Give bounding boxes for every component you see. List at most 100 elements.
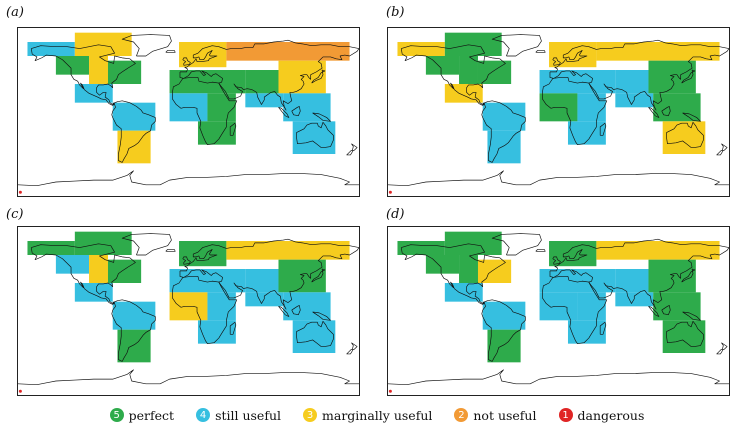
coastline-c-5 — [229, 321, 237, 335]
legend-badge-not-useful: 2 — [454, 408, 469, 422]
coastline-a-1 — [30, 44, 136, 106]
coastline-d-9 — [681, 268, 696, 283]
region-a-8-marginally-useful — [117, 130, 151, 164]
legend-badge-marginally-useful: 3 — [303, 408, 318, 422]
region-a-7-still-useful — [112, 102, 156, 131]
region-b-2-perfect — [425, 56, 460, 75]
region-b-4-perfect — [459, 56, 478, 84]
coastline-d-12 — [716, 348, 724, 355]
legend-item-perfect: 5 perfect — [109, 408, 174, 423]
coastline-a-5 — [229, 122, 237, 136]
region-c-13-still-useful — [207, 292, 236, 321]
coastline-c-1 — [30, 243, 136, 305]
coastline-b-10 — [666, 121, 704, 148]
coastline-b-1 — [400, 44, 506, 106]
region-c-19-still-useful — [292, 320, 336, 353]
region-b-9-marginally-useful — [549, 42, 597, 68]
map-panel-d — [387, 226, 730, 396]
region-a-15-perfect — [245, 70, 279, 94]
region-b-18-perfect — [653, 93, 701, 122]
coastline-c-10 — [296, 320, 334, 347]
coastline-c-14 — [278, 306, 290, 317]
region-a-6-still-useful — [74, 84, 113, 103]
region-d-13-still-useful — [577, 292, 606, 321]
coastline-d-8 — [535, 249, 546, 252]
legend-item-not-useful: 2 not useful — [454, 408, 537, 423]
coastline-d-6 — [549, 238, 729, 310]
legend: 5 perfect 4 still useful 3 marginally us… — [0, 404, 754, 426]
region-a-16-marginally-useful — [278, 60, 326, 94]
region-d-3-perfect — [444, 231, 502, 255]
coastline-d-14 — [648, 306, 660, 317]
regions-a — [27, 32, 350, 164]
region-b-13-still-useful — [577, 93, 606, 122]
coastlines-c — [18, 233, 359, 386]
region-c-8-perfect — [117, 329, 151, 363]
region-d-15-still-useful — [615, 269, 649, 293]
region-c-6-still-useful — [74, 283, 113, 302]
region-d-7-still-useful — [482, 301, 526, 330]
coastline-d-15 — [682, 311, 701, 321]
region-a-13-perfect — [207, 93, 236, 122]
coastline-c-4 — [172, 276, 238, 344]
legend-item-marginally-useful: 3 marginally useful — [303, 408, 432, 423]
region-b-10-marginally-useful — [596, 42, 720, 61]
coastlines-a — [18, 34, 359, 187]
corner-marker-a — [18, 190, 22, 194]
coastline-b-5 — [599, 122, 607, 136]
coastline-b-4 — [542, 77, 608, 145]
region-a-3-marginally-useful — [74, 32, 132, 56]
coastline-d-7 — [552, 256, 561, 265]
legend-item-dangerous: 1 dangerous — [558, 408, 644, 423]
coastline-c-15 — [312, 311, 331, 321]
coastline-c-11 — [351, 342, 358, 350]
map-panel-a — [17, 27, 360, 197]
region-c-16-perfect — [278, 259, 326, 293]
coastline-c-9 — [311, 268, 326, 283]
legend-badge-still-useful: 4 — [196, 408, 211, 422]
coastline-a-7 — [182, 57, 191, 66]
coastline-b-12 — [716, 149, 724, 156]
region-c-4-marginally-useful — [89, 255, 108, 283]
coastline-d-13 — [661, 305, 671, 316]
legend-badge-perfect: 5 — [109, 408, 124, 422]
legend-label-still-useful: still useful — [215, 407, 282, 423]
map-panel-b — [387, 27, 730, 197]
coastline-d-16 — [388, 369, 729, 386]
region-b-1-marginally-useful — [397, 42, 445, 56]
panel-label-c: (c) — [6, 207, 24, 222]
region-b-8-still-useful — [487, 130, 521, 164]
coastline-d-3 — [481, 299, 526, 362]
coastline-a-15 — [312, 112, 331, 122]
region-c-3-perfect — [74, 231, 132, 255]
regions-c — [27, 231, 350, 363]
region-c-10-marginally-useful — [226, 241, 350, 260]
coastline-a-8 — [165, 50, 176, 53]
region-b-7-still-useful — [482, 102, 526, 131]
region-d-18-perfect — [653, 292, 701, 321]
region-d-8-perfect — [487, 329, 521, 363]
coastline-b-2 — [491, 34, 542, 57]
region-a-1-still-useful — [27, 42, 75, 56]
region-d-19-perfect — [662, 320, 706, 353]
coastline-c-2 — [121, 233, 172, 256]
coastline-d-5 — [599, 321, 607, 335]
region-a-19-still-useful — [292, 121, 336, 154]
coastline-c-16 — [18, 369, 359, 386]
region-a-2-perfect — [55, 56, 90, 75]
map-b-svg — [388, 32, 729, 194]
coastline-c-6 — [179, 238, 359, 310]
coastline-a-4 — [172, 77, 238, 145]
corner-marker-b — [388, 190, 392, 194]
coastline-b-15 — [682, 112, 701, 122]
coastline-a-11 — [351, 143, 358, 151]
region-c-1-perfect — [27, 241, 75, 255]
coastline-b-9 — [681, 69, 696, 84]
coastline-c-13 — [291, 305, 301, 316]
legend-label-marginally-useful: marginally useful — [322, 407, 433, 423]
map-d-svg — [388, 231, 729, 393]
panel-label-a: (a) — [6, 5, 24, 20]
corner-marker-d — [388, 389, 392, 393]
coastline-c-12 — [346, 348, 354, 355]
coastline-b-7 — [552, 57, 561, 66]
